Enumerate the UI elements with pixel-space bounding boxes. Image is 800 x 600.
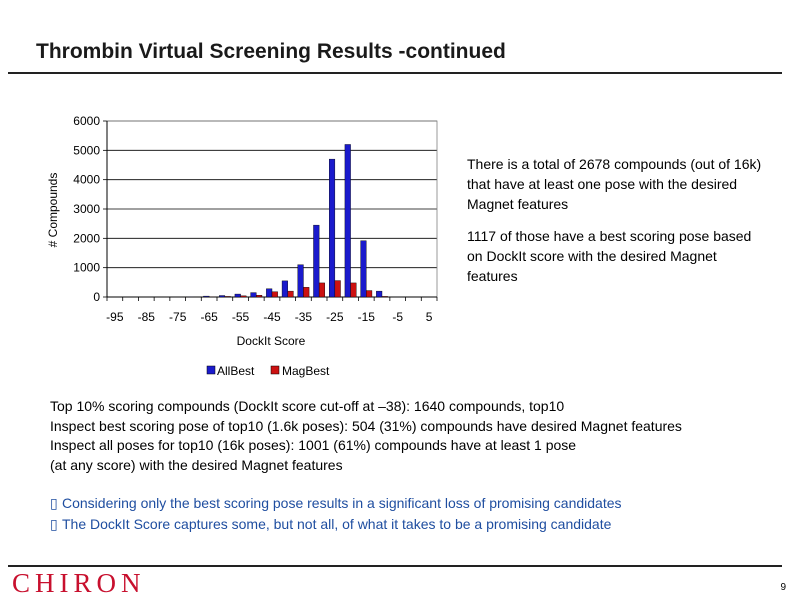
bar-magbest [256,295,263,298]
x-tick-label: -35 [295,310,313,324]
results-line: (at any score) with the desired Magnet f… [50,456,343,473]
bullet-icon: ▯ [50,496,58,512]
summary-note-total: There is a total of 2678 compounds (out … [467,156,762,212]
y-tick-label: 4000 [73,173,100,187]
x-tick-label: -15 [358,310,376,324]
bar-allbest [313,224,320,298]
bar-allbest [203,295,210,298]
x-tick-label: -85 [138,310,156,324]
legend: AllBest MagBest [206,364,330,378]
title-divider [8,72,782,74]
bar-allbest [329,158,336,298]
bar-allbest [297,264,304,298]
x-tick-label: -65 [200,310,218,324]
results-text: Top 10% scoring compounds (DockIt score … [50,397,682,475]
bar-magbest [224,296,231,298]
legend-swatch-allbest [206,365,216,375]
bar-magbest [287,290,294,298]
y-axis-label: # Compounds [46,173,60,248]
bar-allbest [360,240,367,298]
footer-divider [8,565,782,567]
y-tick-label: 0 [93,290,100,304]
bar-allbest [281,280,288,298]
bullet-icon: ▯ [50,516,58,533]
x-tick-label: -55 [232,310,250,324]
chiron-logo: CHIRON [12,568,146,598]
bar-allbest [234,293,241,298]
bar-magbest [303,287,310,298]
bar-allbest [266,288,273,298]
x-tick-label: -45 [263,310,281,324]
bar-magbest [334,280,341,298]
bar-allbest [218,295,226,298]
conclusion-item: ▯ The DockIt Score captures some, but not… [50,515,622,536]
results-line: Inspect best scoring pose of top10 (1.6k… [50,417,682,434]
x-tick-label: -5 [392,310,403,324]
y-tick-label: 5000 [73,143,100,157]
bar-allbest [250,292,257,298]
x-tick-label: -75 [169,310,187,324]
legend-swatch-magbest [270,365,280,375]
bar-magbest [381,296,388,298]
y-tick-label: 2000 [73,231,100,245]
summary-note-best-pose: 1117 of those have a best scoring pose b… [467,228,752,284]
bar-allbest [376,290,383,298]
bar-magbest [350,282,357,298]
legend-label-magbest: MagBest [282,364,330,378]
y-tick-label: 1000 [73,261,100,275]
bar-magbest [366,290,373,298]
conclusion-item: ▯ Considering only the best scoring pose … [50,494,622,515]
conclusion-text: The DockIt Score captures some, but not … [62,515,612,532]
y-tick-label: 3000 [73,202,100,216]
slide-title: Thrombin Virtual Screening Results -cont… [36,40,506,63]
results-line: Inspect all poses for top10 (16k poses):… [50,437,577,453]
x-tick-label: 5 [426,310,433,324]
bar-allbest [344,144,351,298]
x-axis-label: DockIt Score [237,334,306,348]
y-tick-label: 6000 [73,114,100,128]
page-number: 9 [780,582,786,593]
bar-magbest [271,291,278,298]
legend-label-allbest: AllBest [217,364,255,378]
conclusion-list: ▯ Considering only the best scoring pose … [50,494,622,535]
conclusion-text: Considering only the best scoring pose r… [62,495,622,511]
bar-magbest [240,295,247,298]
results-line: Top 10% scoring compounds (DockIt score … [50,398,565,414]
x-tick-label: -25 [326,310,344,324]
x-tick-label: -95 [106,310,124,324]
bar-magbest [318,282,325,298]
